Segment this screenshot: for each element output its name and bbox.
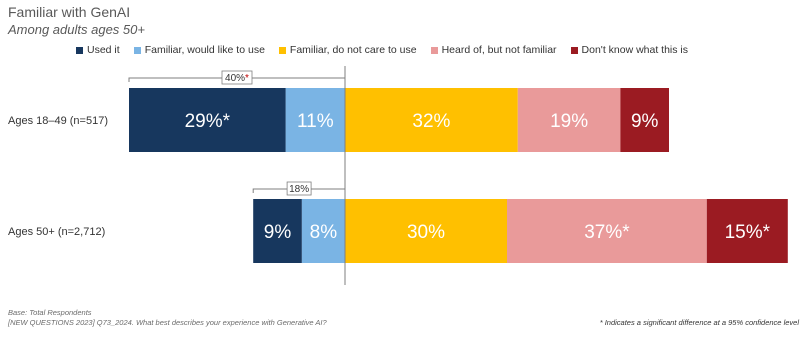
chart-subtitle: Among adults ages 50+ <box>8 22 145 37</box>
legend-swatch <box>133 46 141 54</box>
net-label: 18% <box>289 184 309 195</box>
bar-value-label: 9% <box>631 111 659 132</box>
legend-item: Used it <box>76 44 120 56</box>
footnote-source: Base: Total Respondents [NEW QUESTIONS 2… <box>8 308 327 328</box>
legend-label: Don't know what this is <box>581 44 689 56</box>
footnote-base: Base: Total Respondents <box>8 308 92 317</box>
legend-label: Familiar, would like to use <box>144 44 265 56</box>
legend-item: Heard of, but not familiar <box>430 44 557 56</box>
legend-label: Familiar, do not care to use <box>289 44 417 56</box>
net-label: 40%* <box>225 73 249 84</box>
footnote-question: [NEW QUESTIONS 2023] Q73_2024. What best… <box>8 318 327 327</box>
net-label-box <box>221 70 253 85</box>
bar-segment <box>285 88 345 152</box>
bar-value-label: 30% <box>407 222 445 243</box>
bar-segment <box>301 199 345 263</box>
bar-segment <box>253 199 302 263</box>
legend-item: Don't know what this is <box>570 44 689 56</box>
bar-segment <box>620 88 669 152</box>
footnote-significance: * Indicates a significant difference at … <box>599 318 799 327</box>
chart-legend: Used it Familiar, would like to use Famili… <box>76 44 688 56</box>
legend-label: Used it <box>87 44 120 56</box>
bar-segment <box>345 199 507 263</box>
bar-value-label: 11% <box>297 111 334 132</box>
bar-segment <box>507 199 707 263</box>
bar-value-label: 37%* <box>584 222 630 243</box>
bar-value-label: 19% <box>550 111 588 132</box>
bar-value-label: 29%* <box>185 111 231 132</box>
bar-segment <box>345 88 518 152</box>
legend-item: Familiar, do not care to use <box>278 44 417 56</box>
category-label: Ages 50+ (n=2,712) <box>8 226 105 238</box>
bar-segment <box>706 199 788 263</box>
legend-swatch <box>430 46 438 54</box>
legend-item: Familiar, would like to use <box>133 44 265 56</box>
bars-layer: Ages 18–49 (n=517) 11% 29%* 32% 19% 9% 40%* Age… <box>8 70 788 263</box>
net-label-box <box>286 181 312 196</box>
bar-value-label: 9% <box>264 222 292 243</box>
bar-segment <box>129 88 286 152</box>
legend-label: Heard of, but not familiar <box>441 44 557 56</box>
legend-swatch <box>278 46 286 54</box>
bar-value-label: 15%* <box>725 222 771 243</box>
bar-value-label: 8% <box>310 222 338 243</box>
legend-swatch <box>570 46 578 54</box>
legend-swatch <box>76 46 83 54</box>
chart-title: Familiar with GenAI <box>8 4 131 20</box>
category-label: Ages 18–49 (n=517) <box>8 115 108 127</box>
bar-segment <box>517 88 621 152</box>
bar-value-label: 32% <box>412 111 450 132</box>
